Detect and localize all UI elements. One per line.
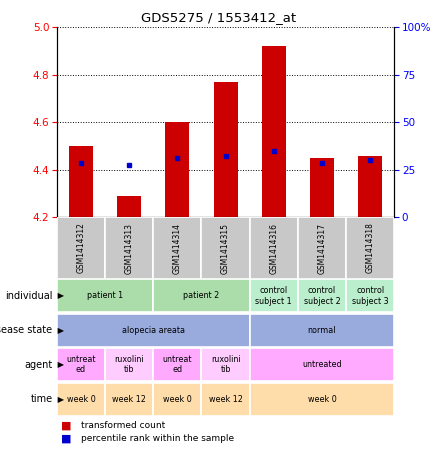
- Bar: [346, 217, 394, 279]
- Bar: [117, 196, 141, 217]
- Text: untreat
ed: untreat ed: [162, 355, 192, 374]
- Text: untreated: untreated: [302, 360, 342, 369]
- Text: percentile rank within the sample: percentile rank within the sample: [81, 434, 234, 443]
- Bar: [57, 383, 105, 415]
- Text: transformed count: transformed count: [81, 421, 165, 430]
- Bar: [250, 280, 298, 312]
- Text: week 0: week 0: [67, 395, 95, 404]
- Bar: [165, 122, 189, 217]
- Bar: [298, 217, 346, 279]
- Text: control
subject 2: control subject 2: [304, 286, 340, 305]
- Bar: [57, 280, 153, 312]
- Text: ■: ■: [61, 434, 72, 444]
- Text: week 0: week 0: [307, 395, 336, 404]
- Text: patient 2: patient 2: [184, 291, 219, 300]
- Bar: [261, 46, 286, 217]
- Bar: [358, 156, 382, 217]
- Bar: [346, 280, 394, 312]
- Bar: [250, 217, 298, 279]
- Text: GSM1414313: GSM1414313: [125, 222, 134, 274]
- Text: patient 1: patient 1: [87, 291, 123, 300]
- Bar: [250, 383, 394, 415]
- Bar: [298, 280, 346, 312]
- Text: normal: normal: [307, 326, 336, 335]
- Text: disease state: disease state: [0, 325, 53, 335]
- Text: GDS5275 / 1553412_at: GDS5275 / 1553412_at: [141, 11, 297, 24]
- Bar: [153, 383, 201, 415]
- Text: GSM1414318: GSM1414318: [366, 222, 374, 274]
- Text: ■: ■: [61, 420, 72, 430]
- Text: individual: individual: [5, 291, 53, 301]
- Text: agent: agent: [25, 360, 53, 370]
- Text: week 12: week 12: [112, 395, 146, 404]
- Text: GSM1414316: GSM1414316: [269, 222, 278, 274]
- Text: GSM1414312: GSM1414312: [77, 222, 85, 274]
- Bar: [105, 348, 153, 381]
- Bar: [201, 217, 250, 279]
- Bar: [57, 348, 105, 381]
- Bar: [153, 217, 201, 279]
- Text: GSM1414317: GSM1414317: [318, 222, 326, 274]
- Text: GSM1414315: GSM1414315: [221, 222, 230, 274]
- Bar: [250, 348, 394, 381]
- Bar: [310, 158, 334, 217]
- Text: time: time: [30, 394, 53, 404]
- Text: untreat
ed: untreat ed: [66, 355, 96, 374]
- Bar: [153, 348, 201, 381]
- Text: ruxolini
tib: ruxolini tib: [211, 355, 240, 374]
- Bar: [250, 314, 394, 347]
- Text: ▶: ▶: [55, 326, 64, 335]
- Bar: [69, 146, 93, 217]
- Text: control
subject 3: control subject 3: [352, 286, 389, 305]
- Bar: [201, 348, 250, 381]
- Text: alopecia areata: alopecia areata: [122, 326, 185, 335]
- Text: ▶: ▶: [55, 291, 64, 300]
- Bar: [57, 217, 105, 279]
- Bar: [201, 383, 250, 415]
- Text: control
subject 1: control subject 1: [255, 286, 292, 305]
- Text: ▶: ▶: [55, 395, 64, 404]
- Bar: [105, 383, 153, 415]
- Text: GSM1414314: GSM1414314: [173, 222, 182, 274]
- Text: ▶: ▶: [55, 360, 64, 369]
- Text: week 0: week 0: [163, 395, 192, 404]
- Bar: [213, 82, 237, 217]
- Text: ruxolini
tib: ruxolini tib: [114, 355, 144, 374]
- Bar: [153, 280, 250, 312]
- Bar: [105, 217, 153, 279]
- Text: week 12: week 12: [208, 395, 243, 404]
- Bar: [57, 314, 250, 347]
